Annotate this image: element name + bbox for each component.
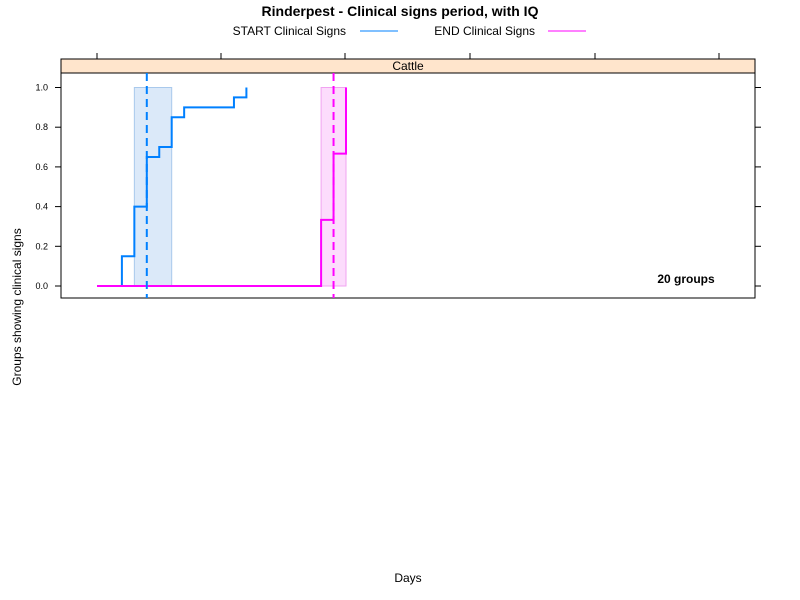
y-axis: 0.0 0.2 0.4 0.6 0.8 1.0 bbox=[35, 83, 761, 291]
chart-title: Rinderpest - Clinical signs period, with… bbox=[262, 3, 539, 19]
y-tick-label: 1.0 bbox=[35, 83, 48, 93]
median-lines bbox=[145, 73, 335, 298]
top-ticks bbox=[96, 53, 720, 59]
y-tick-label: 0.2 bbox=[35, 241, 48, 251]
y-tick-label: 0.6 bbox=[35, 162, 48, 172]
iq-bands bbox=[133, 87, 347, 287]
panel-strip-label: Cattle bbox=[392, 59, 424, 73]
y-tick-label: 0.4 bbox=[35, 202, 48, 212]
legend: START Clinical Signs END Clinical Signs bbox=[233, 24, 586, 38]
y-axis-label: Groups showing clinical signs bbox=[10, 228, 24, 385]
y-tick-label: 0.8 bbox=[35, 122, 48, 132]
iq-band-start bbox=[133, 87, 173, 287]
y-tick-label: 0.0 bbox=[35, 281, 48, 291]
series-line-start bbox=[97, 87, 248, 287]
plot-area bbox=[60, 72, 756, 299]
x-axis-label: Days bbox=[394, 571, 421, 585]
legend-label-start: START Clinical Signs bbox=[233, 24, 346, 38]
legend-label-end: END Clinical Signs bbox=[434, 24, 535, 38]
group-count-annotation: 20 groups bbox=[657, 272, 715, 286]
